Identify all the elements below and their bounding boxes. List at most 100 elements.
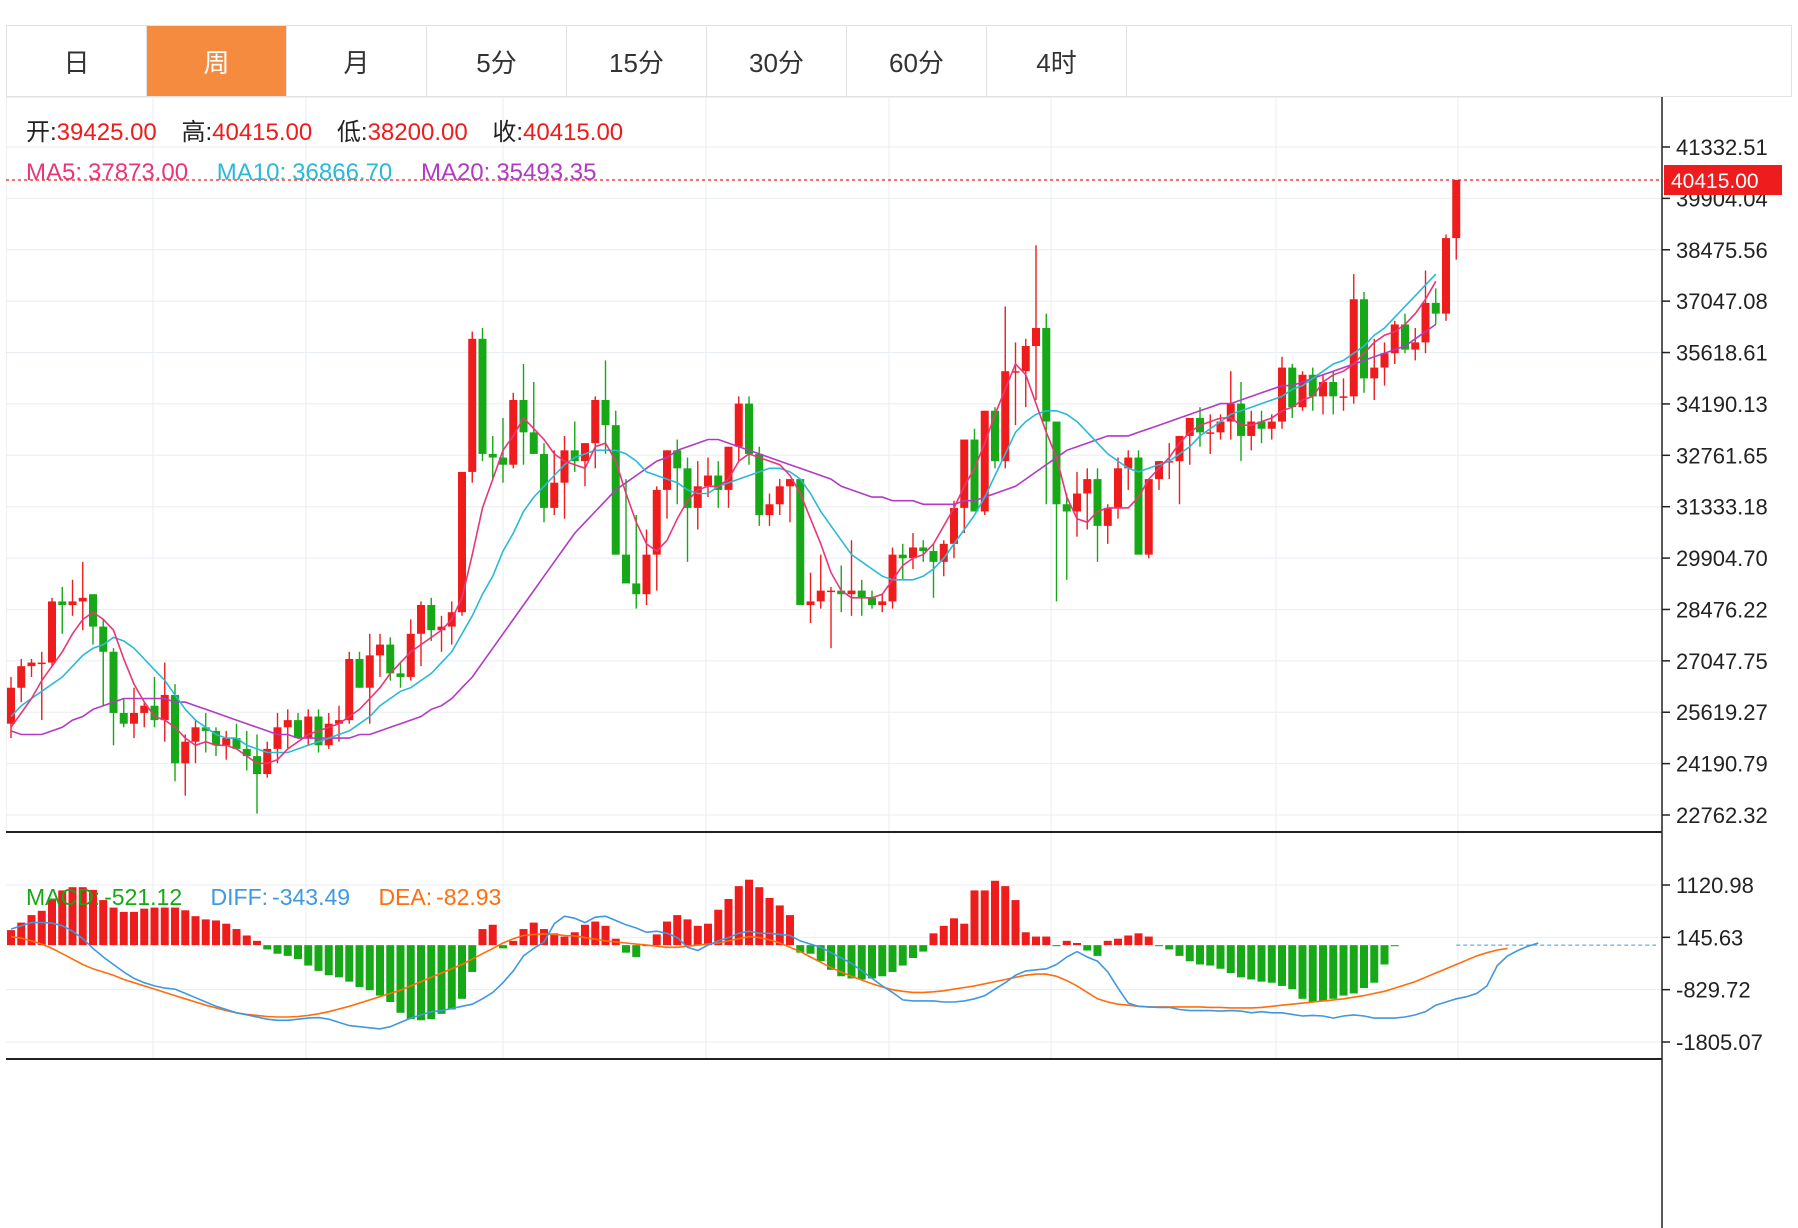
candle-body	[529, 432, 538, 454]
candle	[1452, 180, 1461, 260]
macd-bar	[1298, 945, 1307, 999]
candle	[796, 479, 805, 606]
candle-body	[868, 597, 876, 606]
macd-bar	[232, 929, 241, 946]
macd-bar	[171, 907, 179, 946]
low-value: 38200.00	[368, 119, 468, 146]
candle-body	[1390, 324, 1399, 354]
macd-bar	[253, 940, 261, 946]
chart-grid	[6, 97, 1662, 1059]
candle-body	[519, 399, 528, 433]
candle	[1155, 461, 1163, 490]
ma5-value: 37873.00	[88, 159, 188, 186]
last-price-tag	[1664, 165, 1782, 196]
price-tick-label: 31333.18	[1676, 495, 1768, 520]
tab-15min[interactable]: 15分	[567, 26, 707, 96]
macd-bar	[1390, 945, 1399, 947]
candle	[581, 443, 589, 487]
candle-body	[1339, 396, 1348, 398]
candle-body	[775, 486, 784, 505]
candle	[345, 651, 354, 724]
price-tick-label: 35618.61	[1676, 341, 1768, 366]
macd-bar	[201, 919, 210, 946]
candle-body	[406, 633, 415, 677]
tab-day[interactable]: 日	[7, 26, 147, 96]
macd-bar	[591, 921, 600, 946]
candle-body	[273, 727, 282, 749]
price-tick-label: 32761.65	[1676, 443, 1768, 468]
candle-body	[417, 605, 425, 634]
candle-body	[591, 399, 600, 444]
macd-bar	[816, 945, 825, 962]
macd-label: MACD:	[26, 884, 100, 910]
candle-body	[212, 730, 220, 746]
candle	[242, 730, 251, 771]
macd-bar	[150, 907, 159, 946]
candle-body	[48, 601, 56, 663]
candle-body	[960, 439, 969, 508]
tab-month[interactable]: 月	[287, 26, 427, 96]
candle-body	[724, 446, 733, 490]
candle-body	[1421, 302, 1430, 343]
candle-body	[355, 658, 364, 688]
candle	[1411, 328, 1420, 361]
candle	[1134, 450, 1143, 555]
macd-bar	[1165, 945, 1174, 950]
candle	[714, 461, 723, 508]
candle	[150, 676, 159, 728]
macd-bar	[386, 945, 395, 1003]
macd-bar	[99, 900, 108, 946]
candle-body	[1185, 417, 1194, 436]
candle	[376, 633, 384, 677]
tab-5min[interactable]: 5分	[427, 26, 567, 96]
candle-body	[1134, 457, 1143, 555]
ma20-value: 35493.35	[496, 159, 596, 186]
macd-bar	[1370, 945, 1379, 983]
candle	[201, 712, 210, 753]
candle	[693, 461, 702, 530]
candle	[89, 594, 97, 645]
macd-bar	[314, 945, 323, 971]
candle-body	[283, 720, 292, 728]
ma5-line	[10, 280, 1437, 765]
open-label: 开:	[26, 119, 57, 146]
macd-bar	[1206, 945, 1215, 966]
macd-bar	[888, 945, 897, 972]
macd-bar	[458, 945, 466, 999]
candle-body	[1062, 504, 1071, 512]
tab-week[interactable]: 周	[147, 26, 287, 96]
candle	[1237, 381, 1245, 462]
candle-body	[427, 605, 436, 631]
chart-canvas[interactable]: 41332.5139904.0438475.5637047.0835618.61…	[6, 97, 1798, 1228]
candle	[540, 443, 548, 523]
candle	[847, 540, 856, 616]
macd-bar	[160, 907, 169, 946]
last-price-label: 40415.00	[1671, 170, 1759, 193]
diff-label: DIFF:	[211, 884, 269, 910]
macd-lines	[10, 915, 1539, 1030]
tab-60min[interactable]: 60分	[847, 26, 987, 96]
candle	[950, 500, 958, 559]
candle-body	[150, 705, 159, 721]
ma10-label: MA10:	[217, 159, 286, 186]
macd-bar	[89, 889, 97, 946]
candle-body	[171, 694, 179, 764]
candle-body	[17, 666, 26, 688]
candle-body	[765, 504, 774, 516]
candle-body	[581, 443, 589, 462]
candle-body	[939, 543, 948, 562]
candle	[529, 381, 538, 454]
macd-bar	[1093, 945, 1102, 956]
close-label: 收:	[492, 119, 523, 146]
macd-bar	[673, 915, 682, 946]
candle	[970, 428, 979, 512]
tab-30min[interactable]: 30分	[707, 26, 847, 96]
macd-bar	[1185, 945, 1194, 962]
candle-body	[632, 583, 641, 595]
macd-bar	[868, 945, 876, 979]
candle-body	[704, 475, 712, 487]
macd-tick-label: -1805.07	[1676, 1030, 1763, 1055]
candle-body	[1052, 421, 1061, 505]
candle	[17, 658, 26, 703]
tab-4hour[interactable]: 4时	[987, 26, 1127, 96]
